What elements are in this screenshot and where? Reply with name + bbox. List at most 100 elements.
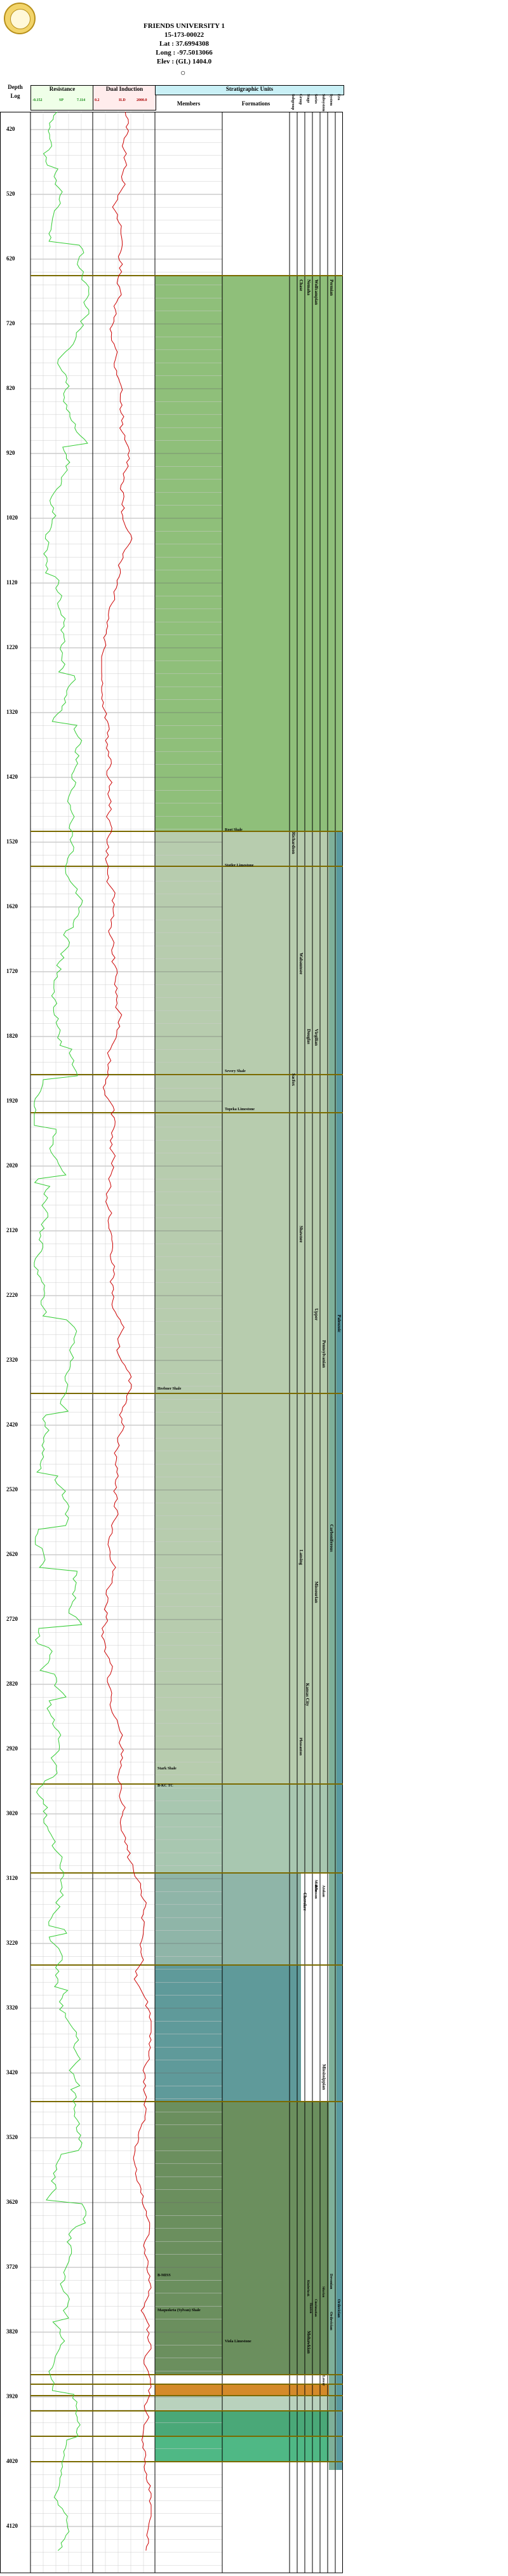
depth-label: 1220: [6, 644, 18, 650]
member-bkc: B-KC TC: [157, 1784, 173, 1788]
depth-label: 1420: [6, 774, 18, 780]
member-stotler: Stotler Limestone: [225, 864, 254, 868]
depth-label: 720: [6, 320, 15, 326]
stage-atokan: Atokan: [321, 1885, 325, 1898]
depth-label: 1920: [6, 1097, 18, 1104]
subgroup-douglas: Douglas: [306, 1029, 311, 1045]
member-maquoketa: Maquoketa (Sylvan) Shale: [157, 2309, 201, 2312]
induction-header: Dual Induction 0.2 ILD 2000.0: [93, 85, 156, 111]
depth-label: 3320: [6, 2004, 18, 2011]
subgroup-nemaha: Nemaha: [306, 279, 311, 295]
member-topeka: Topeka Limestone: [225, 1108, 255, 1111]
depth-label: 2320: [6, 1357, 18, 1363]
depth-label: 2120: [6, 1227, 18, 1233]
group-kinderhook: Kinderhook: [306, 2280, 309, 2297]
member-root-shale: Root Shale: [225, 828, 243, 832]
system-ordovician: Ordovician: [337, 2299, 340, 2318]
penn-upper-block: [155, 831, 343, 1784]
member-bmiss: B-MISS: [157, 2274, 171, 2277]
depth-grid: [30, 112, 222, 2573]
well-symbol-icon: ○: [180, 69, 186, 78]
depth-label: 1320: [6, 709, 18, 715]
member-heebner: Heebner Shale: [157, 1387, 182, 1391]
subgroup-bronson: Bronson: [314, 1885, 318, 1899]
depth-label: 3020: [6, 1810, 18, 1816]
group-shawnee: Shawnee: [298, 1226, 304, 1243]
group-kc: Kansas City: [305, 1683, 310, 1707]
depth-label: 2620: [6, 1551, 18, 1557]
depth-label: 2020: [6, 1162, 18, 1169]
resistance-header: Resistance -0.152 SP 7.114: [30, 85, 94, 111]
depth-label: 1120: [6, 579, 18, 586]
group-chase: Chase: [298, 279, 304, 292]
well-log-chart: [0, 112, 343, 2573]
well-name: FRIENDS UNIVERSITY 1: [144, 22, 225, 30]
subsystem-silurian: Silurian: [321, 2286, 324, 2298]
depth-label: 520: [6, 191, 15, 197]
depth-label: 820: [6, 385, 15, 391]
series-lower: Lower: [321, 2375, 325, 2386]
depth-label: 1620: [6, 903, 18, 909]
era-paleozoic: Paleozoic: [337, 1315, 342, 1332]
well-elev: Elev : (GL) 1404.0: [156, 58, 212, 65]
depth-label: 4020: [6, 2458, 18, 2464]
unit-headers: Subgroup Group Stage Series Subsystem Sy…: [291, 94, 340, 112]
system-permian: Permian: [329, 279, 334, 296]
subgroup-sacfox: Sacfox: [291, 1073, 296, 1086]
stage-mohawkian: Mohawkian: [306, 2331, 311, 2354]
depth-label: 3620: [6, 2199, 18, 2205]
member-stark: Stark Shale: [157, 1767, 177, 1771]
depth-label: 2820: [6, 1680, 18, 1687]
well-api: 15-173-00022: [164, 31, 204, 39]
series-middle: Middle: [314, 1880, 318, 1892]
depth-header: Depth Log: [8, 84, 23, 99]
group-lansing: Lansing: [298, 1550, 304, 1566]
depth-label: 3520: [6, 2134, 18, 2140]
depth-label: 2420: [6, 1421, 18, 1428]
depth-label: 1720: [6, 968, 18, 974]
ord-block-1: [155, 2411, 329, 2436]
cherokee-block: [155, 1965, 301, 2102]
depth-label: 4120: [6, 2523, 18, 2529]
kc-block: [155, 1784, 343, 1873]
devonian-block: [155, 2384, 343, 2396]
strat-title: Stratigraphic Units: [155, 85, 344, 95]
depth-label: 2920: [6, 1745, 18, 1752]
subsystem-devonian: Devonian: [329, 2274, 333, 2290]
member-viola: Viola Limestone: [225, 2340, 251, 2344]
permian-block: [155, 276, 343, 831]
induction-curve: [101, 112, 152, 2551]
series-upper: Upper: [314, 1308, 319, 1321]
subsystem-ordovician: Ordovician: [329, 2312, 333, 2331]
subsystem-miss: Mississippian: [321, 2064, 326, 2090]
depth-label: 3220: [6, 1940, 18, 1946]
depth-label: 1820: [6, 1033, 18, 1039]
well-header: FRIENDS UNIVERSITY 1 15-173-00022 Lat : …: [121, 22, 248, 66]
era-strip-2: [337, 831, 343, 2470]
stage-virgilian: Virgilian: [314, 1029, 319, 1046]
depth-label: 2220: [6, 1292, 18, 1298]
depth-label: 3120: [6, 1875, 18, 1881]
ord-light-block: [155, 2396, 329, 2411]
depth-label: 1520: [6, 838, 18, 845]
depth-label: 920: [6, 450, 15, 456]
depth-label: 3720: [6, 2264, 18, 2270]
group-wabaunsee: Wabaunsee: [298, 953, 304, 975]
depth-label: 1020: [6, 514, 18, 521]
depth-label: 3920: [6, 2393, 18, 2399]
well-lat: Lat : 37.6994308: [159, 40, 209, 48]
subgroup-richardson: Richardson: [291, 832, 296, 854]
subgroup-pleasanton: Pleasanton: [298, 1738, 302, 1756]
depth-label: 2720: [6, 1616, 18, 1622]
well-long: Long : -97.5013066: [156, 49, 213, 57]
column-borders: [0, 112, 343, 2573]
stage-cincinnatian: Cincinnatian: [314, 2299, 317, 2317]
stage-missourian: Missourian: [314, 1581, 319, 1603]
strat-blocks: [155, 276, 343, 2470]
subsystem-penn: Pennsylvanian: [321, 1340, 326, 1368]
depth-label: 3820: [6, 2328, 18, 2335]
stage-wolfcampian: Wolfcampian: [314, 279, 319, 305]
logo: [4, 3, 36, 34]
depth-label: 2520: [6, 1486, 18, 1493]
depth-label: 620: [6, 255, 15, 262]
